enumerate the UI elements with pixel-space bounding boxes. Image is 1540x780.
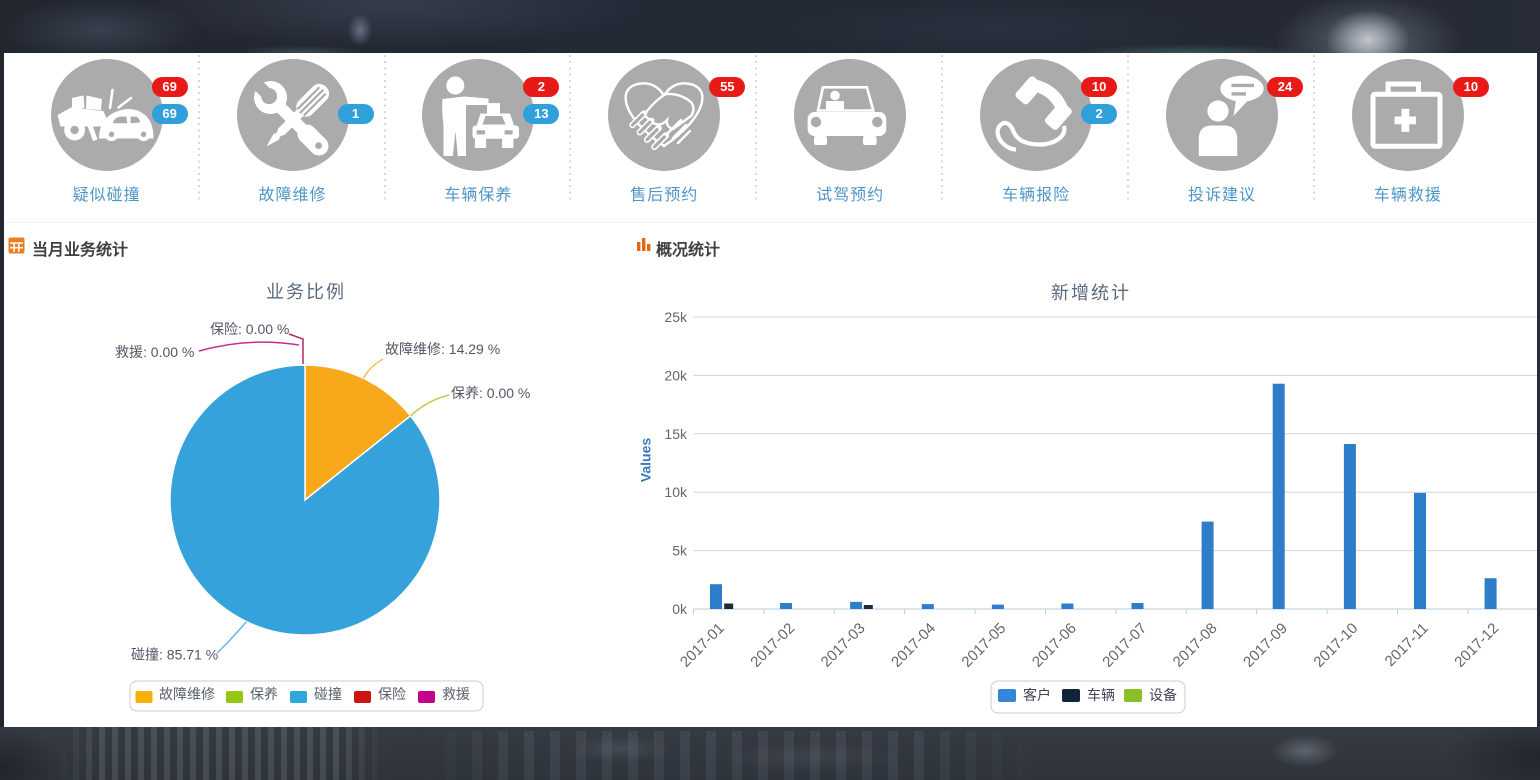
svg-text:客户: 客户: [1023, 687, 1051, 703]
svg-text:2017-01: 2017-01: [677, 620, 728, 671]
svg-text:2017-02: 2017-02: [747, 620, 798, 671]
svg-text:25k: 25k: [664, 309, 688, 325]
svg-text:救援: 0.00 %: 救援: 0.00 %: [115, 344, 194, 360]
svg-text:故障维修: 故障维修: [159, 686, 215, 702]
svg-text:Values: Values: [638, 438, 654, 483]
svg-text:10k: 10k: [664, 484, 688, 500]
svg-text:2017-11: 2017-11: [1382, 620, 1432, 670]
svg-text:保养: 保养: [250, 686, 278, 702]
svg-text:2017-03: 2017-03: [818, 620, 869, 671]
svg-text:2017-04: 2017-04: [888, 620, 939, 671]
svg-text:2017-08: 2017-08: [1170, 620, 1221, 671]
svg-text:故障维修: 14.29 %: 故障维修: 14.29 %: [385, 341, 500, 357]
svg-text:2017-07: 2017-07: [1099, 620, 1150, 671]
svg-text:碰撞: 85.71 %: 碰撞: 85.71 %: [131, 647, 218, 663]
svg-text:2017-10: 2017-10: [1310, 620, 1361, 671]
svg-text:设备: 设备: [1149, 687, 1177, 703]
svg-text:2017-06: 2017-06: [1029, 620, 1080, 671]
svg-text:20k: 20k: [664, 367, 688, 383]
svg-text:0k: 0k: [672, 601, 688, 617]
svg-text:碰撞: 碰撞: [314, 686, 342, 702]
svg-text:5k: 5k: [672, 543, 688, 559]
svg-text:保险: 保险: [378, 686, 406, 702]
svg-text:保养: 0.00 %: 保养: 0.00 %: [451, 385, 530, 401]
svg-text:15k: 15k: [664, 426, 688, 442]
svg-text:救援: 救援: [442, 686, 470, 702]
svg-text:2017-12: 2017-12: [1451, 620, 1502, 671]
svg-text:车辆: 车辆: [1087, 687, 1115, 703]
svg-text:保险: 0.00 %: 保险: 0.00 %: [210, 321, 289, 337]
svg-text:2017-05: 2017-05: [958, 620, 1009, 671]
svg-text:2017-09: 2017-09: [1240, 620, 1291, 671]
